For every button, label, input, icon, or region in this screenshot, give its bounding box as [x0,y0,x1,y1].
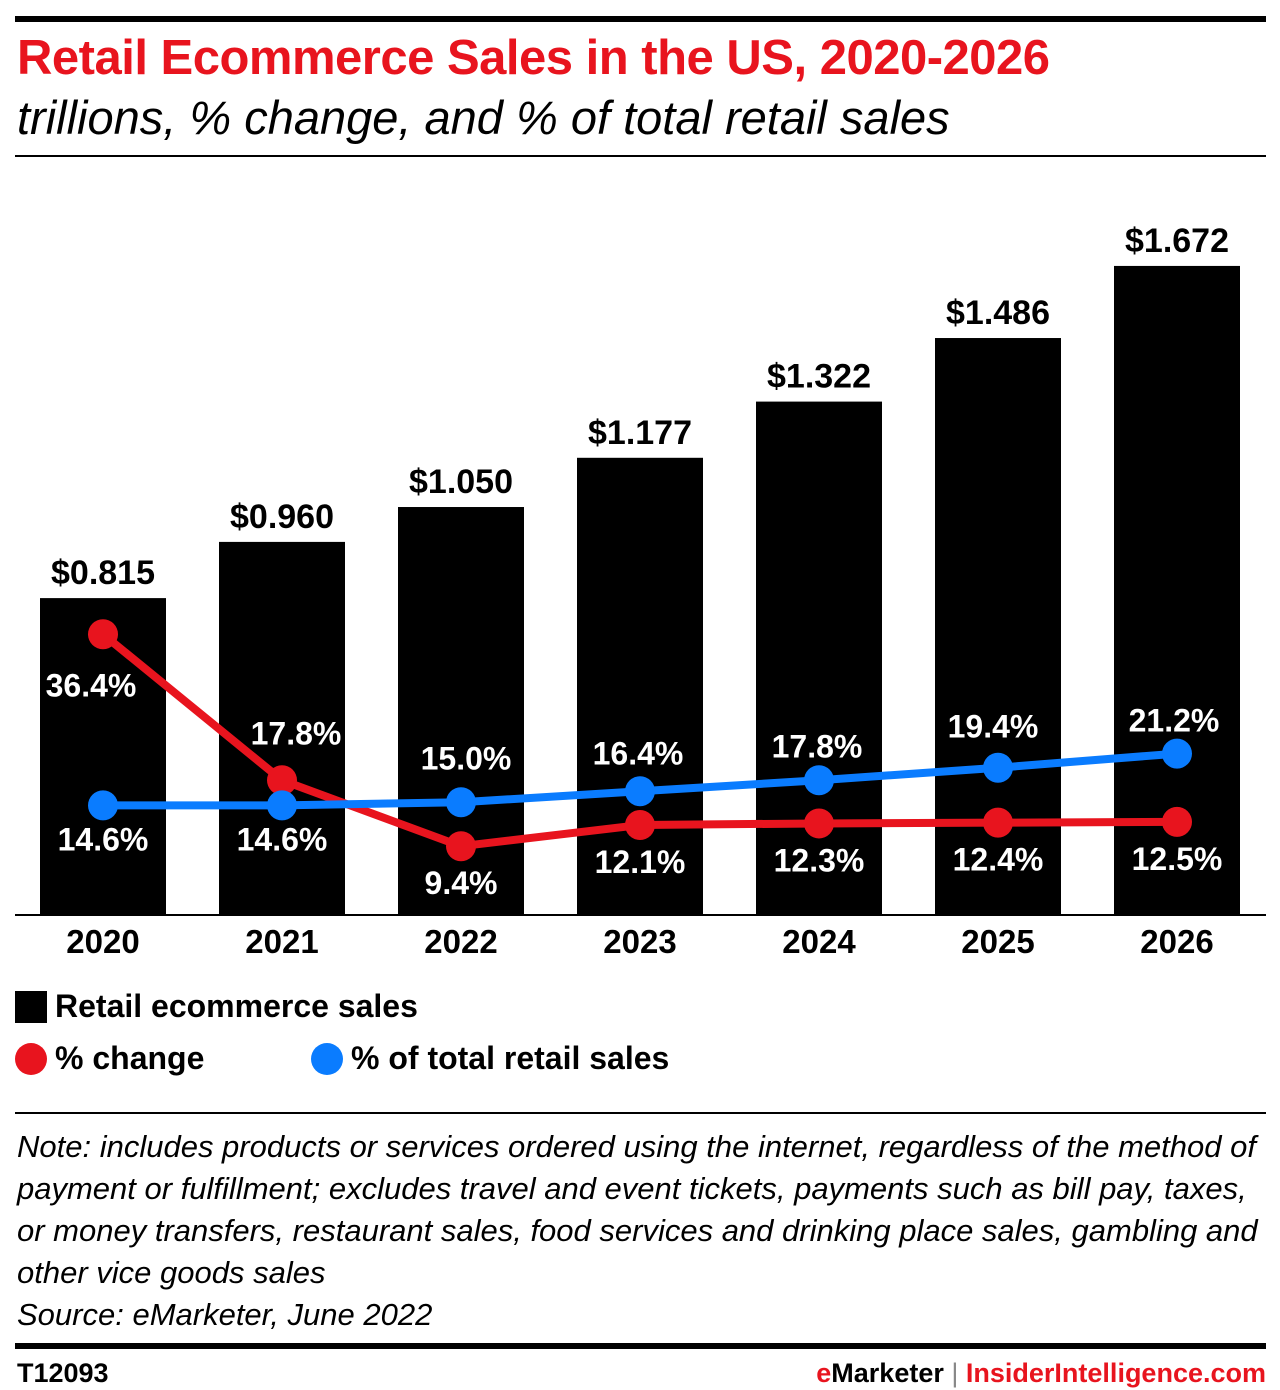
brand-site: InsiderIntelligence.com [965,1358,1266,1388]
data-point [446,831,476,862]
legend-label: % change [55,1040,205,1076]
bar-value-label: $1.672 [1125,222,1229,260]
chart-subtitle: trillions, % change, and % of total reta… [17,91,950,144]
legend-swatch-black [15,990,47,1023]
source-text: Source: eMarketer, June 2022 [17,1297,433,1332]
bar-value-label: $1.322 [767,358,871,396]
data-point [88,619,118,650]
title-rule [15,155,1266,157]
data-label: 16.4% [593,735,684,771]
data-point [983,752,1013,783]
x-tick-label: 2023 [603,923,676,960]
data-point [88,790,118,821]
bar-value-label: $1.486 [946,294,1050,332]
top-rule [15,16,1266,22]
plot-area: $0.815 $0.960 $1.050 $1.177 $1.322 $1.486 $1.6… [15,222,1266,960]
data-label: 14.6% [58,821,149,857]
bar-value-label: $0.815 [51,554,155,592]
chart-title: Retail Ecommerce Sales in the US, 2020-2… [17,31,1050,85]
brand-emarketer: Marketer [831,1358,944,1388]
data-label: 19.4% [948,709,1039,745]
data-point [267,790,297,821]
data-point [1162,806,1192,837]
data-label: 12.3% [774,842,865,878]
data-point [804,765,834,796]
legend-item-sales: Retail ecommerce sales [15,988,418,1025]
legend-item-share: % of total retail sales [311,1040,669,1077]
legend-swatch-blue [311,1042,343,1075]
legend-swatch-red [15,1042,47,1075]
bar [40,598,166,914]
x-tick-label: 2025 [961,923,1034,960]
data-label: 17.8% [251,715,342,751]
data-point [1162,738,1192,769]
data-label: 9.4% [425,865,498,901]
legend-label: Retail ecommerce sales [55,988,418,1024]
data-point [625,810,655,841]
note-text: Note: includes products or services orde… [17,1129,1258,1290]
note-rule [15,1112,1266,1114]
data-label: 12.5% [1132,841,1223,877]
legend-label: % of total retail sales [351,1040,670,1076]
data-point [804,808,834,839]
x-tick-label: 2020 [66,923,139,960]
bar [219,541,345,914]
note-block: Note: includes products or services orde… [17,1126,1267,1336]
data-point [625,776,655,807]
x-tick-label: 2024 [782,923,856,960]
chart-id: T12093 [17,1358,109,1388]
data-label: 15.0% [421,740,512,776]
data-label: 17.8% [772,728,863,764]
legend-item-change: % change [15,1040,204,1077]
data-label: 12.4% [953,842,1044,878]
bar-value-label: $1.177 [588,414,692,452]
bar [1114,265,1240,914]
data-point [267,765,297,796]
bar-value-label: $1.050 [409,463,513,501]
brand: eMarketer | InsiderIntelligence.com [816,1358,1266,1389]
brand-e: e [816,1358,832,1388]
bottom-rule [15,1343,1266,1349]
data-label: 12.1% [595,844,686,880]
data-label: 14.6% [237,821,328,857]
x-tick-label: 2026 [1140,923,1213,960]
bar-value-label: $0.960 [230,498,334,536]
data-point [983,807,1013,838]
data-label: 36.4% [46,667,137,703]
brand-separator: | [951,1358,959,1388]
x-tick-label: 2021 [245,923,318,960]
x-tick-label: 2022 [424,923,497,960]
data-label: 21.2% [1129,703,1220,739]
data-point [446,787,476,818]
